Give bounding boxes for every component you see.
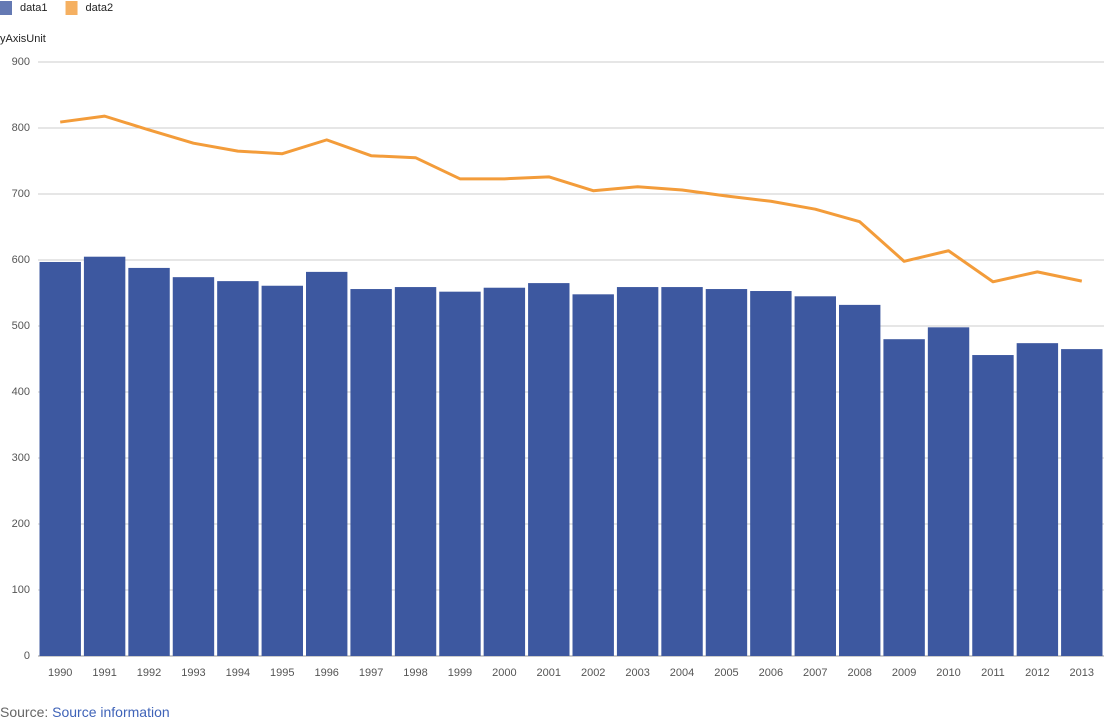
x-tick-label: 2005 bbox=[714, 667, 738, 679]
bar bbox=[883, 339, 925, 656]
bar bbox=[616, 287, 659, 656]
x-tick-label: 2004 bbox=[670, 667, 694, 679]
source: Source: Source information bbox=[0, 704, 170, 720]
x-tick-label: 1990 bbox=[48, 667, 72, 679]
x-tick-label: 2010 bbox=[936, 667, 960, 679]
bar bbox=[483, 287, 526, 656]
bar bbox=[350, 289, 392, 656]
x-tick-label: 1997 bbox=[359, 667, 383, 679]
x-tick-label: 1992 bbox=[137, 667, 161, 679]
bar bbox=[794, 296, 836, 656]
y-tick-label: 900 bbox=[12, 56, 30, 68]
x-tick-label: 1999 bbox=[448, 667, 472, 679]
bar bbox=[927, 327, 970, 656]
source-label: Source: bbox=[0, 704, 49, 720]
bar bbox=[750, 291, 792, 656]
x-tick-label: 2007 bbox=[803, 667, 827, 679]
x-tick-label: 1991 bbox=[92, 667, 116, 679]
x-tick-label: 2006 bbox=[759, 667, 783, 679]
x-tick-label: 2012 bbox=[1025, 667, 1049, 679]
x-tick-label: 1998 bbox=[403, 667, 427, 679]
x-tick-label: 1994 bbox=[226, 667, 250, 679]
y-tick-label: 600 bbox=[12, 254, 30, 266]
x-tick-label: 2008 bbox=[847, 667, 871, 679]
bar bbox=[439, 291, 481, 656]
bar bbox=[661, 287, 703, 656]
y-tick-label: 300 bbox=[12, 452, 30, 464]
x-tick-label: 1995 bbox=[270, 667, 294, 679]
bar bbox=[306, 271, 348, 656]
bar bbox=[528, 283, 570, 656]
bar bbox=[83, 256, 126, 656]
x-tick-label: 2013 bbox=[1070, 667, 1094, 679]
bar bbox=[217, 281, 259, 656]
line bbox=[60, 114, 1083, 284]
bar bbox=[572, 294, 614, 656]
x-tick-label: 2011 bbox=[981, 667, 1005, 679]
bar bbox=[705, 289, 748, 656]
legend-swatch bbox=[65, 1, 78, 15]
y-tick-label: 500 bbox=[12, 320, 30, 332]
bar bbox=[261, 285, 303, 656]
bar bbox=[839, 304, 881, 656]
bar bbox=[1061, 349, 1103, 656]
x-tick-label: 2002 bbox=[581, 667, 605, 679]
x-tick-label: 2001 bbox=[537, 667, 561, 679]
source-link[interactable]: Source information bbox=[52, 704, 170, 720]
y-tick-label: 0 bbox=[24, 650, 30, 662]
y-tick-label: 700 bbox=[12, 188, 30, 200]
y-tick-label: 800 bbox=[12, 122, 30, 134]
x-tick-label: 2003 bbox=[625, 667, 649, 679]
chart: yAxisUnit 0 100 200 300 400 500 600 700 800 900 19… bbox=[0, 1, 1104, 679]
y-tick-label: 200 bbox=[12, 518, 30, 530]
legend-label: data2 bbox=[86, 2, 114, 14]
y-axis-label: yAxisUnit bbox=[0, 33, 46, 45]
bar bbox=[128, 267, 170, 656]
legend-label: data1 bbox=[20, 2, 48, 14]
bar bbox=[172, 277, 215, 656]
bar bbox=[972, 355, 1014, 656]
x-tick-label: 1993 bbox=[181, 667, 205, 679]
bar bbox=[394, 287, 437, 656]
y-tick-label: 100 bbox=[12, 584, 30, 596]
bar bbox=[1016, 343, 1059, 656]
x-tick-label: 2009 bbox=[892, 667, 916, 679]
legend-swatch bbox=[0, 1, 12, 15]
x-tick-label: 1996 bbox=[314, 667, 338, 679]
bar bbox=[39, 261, 81, 656]
y-tick-label: 400 bbox=[12, 386, 30, 398]
x-tick-label: 2000 bbox=[492, 667, 516, 679]
